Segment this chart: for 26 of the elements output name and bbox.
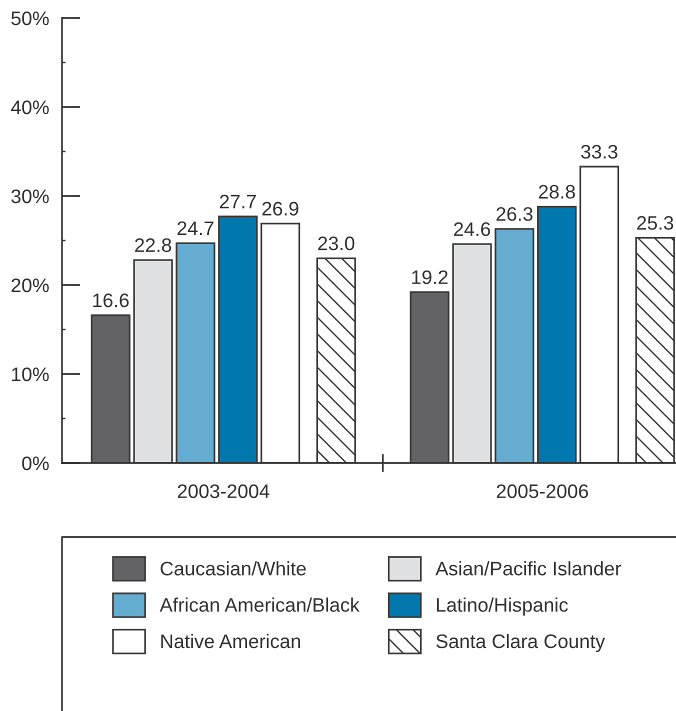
data-label: 23.0 (318, 236, 354, 250)
x-tick-label: 2003-2004 (178, 484, 270, 498)
legend-label: Latino/Hispanic (437, 598, 568, 616)
y-tick-label: 30% (11, 189, 49, 204)
y-tick-label: 0% (22, 456, 49, 470)
data-label: 16.6 (93, 293, 129, 308)
data-label: 28.8 (538, 184, 575, 199)
y-tick-label: 50% (11, 11, 49, 26)
data-label: 22.8 (135, 238, 172, 252)
data-label: 19.2 (412, 270, 448, 284)
legend-label: Asian/Pacific Islander (435, 561, 621, 576)
y-tick-label: 10% (12, 367, 49, 382)
data-label: 33.3 (581, 144, 618, 159)
data-label: 24.6 (454, 222, 490, 236)
data-label: 26.3 (496, 207, 533, 221)
data-label: 26.9 (262, 202, 298, 216)
legend-label: African American/Black (160, 598, 360, 612)
data-label: 27.7 (220, 194, 256, 208)
data-label: 25.3 (637, 216, 674, 230)
y-tick-label: 20% (12, 278, 49, 292)
y-tick-label: 40% (11, 100, 49, 114)
legend-label: Caucasian/White (160, 561, 306, 576)
x-tick-label: 2005-2006 (496, 484, 588, 498)
data-label: 24.7 (178, 221, 214, 235)
legend-label: Santa Clara County (436, 634, 606, 652)
legend-label: Native American (161, 634, 300, 648)
